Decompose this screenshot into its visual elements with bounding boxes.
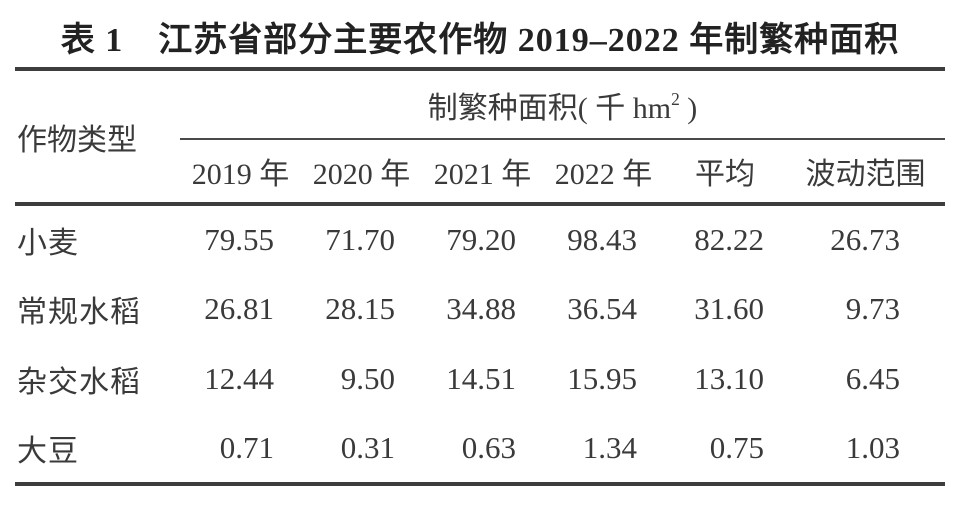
- cell-value: 6.45: [845, 361, 900, 396]
- cell-value: 98.43: [567, 222, 637, 257]
- cell-value: 82.22: [694, 222, 764, 257]
- cell-value: 9.73: [845, 291, 900, 326]
- header-row-group: 作物类型 制繁种面积( 千 hm2 ): [15, 69, 945, 206]
- cell-value: 34.88: [446, 291, 516, 326]
- cell-value: 36.54: [567, 291, 637, 326]
- cell-value: 0.31: [340, 430, 395, 465]
- crop-name: 大豆: [17, 435, 79, 468]
- cell-value: 1.34: [582, 430, 637, 465]
- cell-value: 26.73: [830, 222, 900, 257]
- table-row-soybean: 大豆 0.71 0.31 0.63 1.34 0.75 1.03: [15, 414, 945, 484]
- cell-value: 1.03: [845, 430, 900, 465]
- col-header-fluctuation-range: 波动范围: [786, 139, 945, 206]
- data-table: 作物类型 制繁种面积( 千 hm2 ) 2019 年 2020 年 2021 年…: [15, 67, 945, 486]
- col-header-average: 平均: [664, 139, 786, 206]
- cell-value: 79.20: [446, 222, 516, 257]
- cell-value: 31.60: [694, 291, 764, 326]
- table-row-conventional-rice: 常规水稻 26.81 28.15 34.88 36.54 31.60 9.73: [15, 274, 945, 344]
- col-header-2022: 2022 年: [543, 139, 664, 206]
- col-header-2020: 2020 年: [301, 139, 422, 206]
- table-caption: 表 1 江苏省部分主要农作物 2019–2022 年制繁种面积: [60, 22, 900, 59]
- area-group-label-suffix: ): [679, 91, 698, 125]
- cell-value: 79.55: [204, 222, 274, 257]
- cell-value: 26.81: [204, 291, 274, 326]
- cell-value: 14.51: [446, 361, 516, 396]
- area-unit-superscript: 2: [671, 88, 680, 109]
- col-header-area-group: 制繁种面积( 千 hm2 ): [180, 69, 945, 140]
- cell-value: 28.15: [325, 291, 395, 326]
- crop-name: 常规水稻: [17, 296, 141, 329]
- cell-value: 0.75: [709, 430, 764, 465]
- col-header-crop-type: 作物类型: [15, 69, 180, 206]
- cell-value: 0.63: [461, 430, 516, 465]
- header-row-years: 2019 年 2020 年 2021 年 2022 年 平均 波动范围: [15, 139, 945, 206]
- cell-value: 9.50: [340, 361, 395, 396]
- table-row-wheat: 小麦 79.55 71.70 79.20 98.43 82.22 26.73: [15, 204, 945, 274]
- crop-name: 杂交水稻: [17, 366, 141, 399]
- cell-value: 0.71: [219, 430, 274, 465]
- area-group-label: 制繁种面积( 千 hm: [427, 91, 672, 125]
- table-row-hybrid-rice: 杂交水稻 12.44 9.50 14.51 15.95 13.10 6.45: [15, 344, 945, 414]
- cell-value: 71.70: [325, 222, 395, 257]
- col-header-2021: 2021 年: [422, 139, 543, 206]
- col-header-2019: 2019 年: [180, 139, 301, 206]
- crop-name: 小麦: [17, 227, 79, 260]
- cell-value: 13.10: [694, 361, 764, 396]
- cell-value: 15.95: [567, 361, 637, 396]
- cell-value: 12.44: [204, 361, 274, 396]
